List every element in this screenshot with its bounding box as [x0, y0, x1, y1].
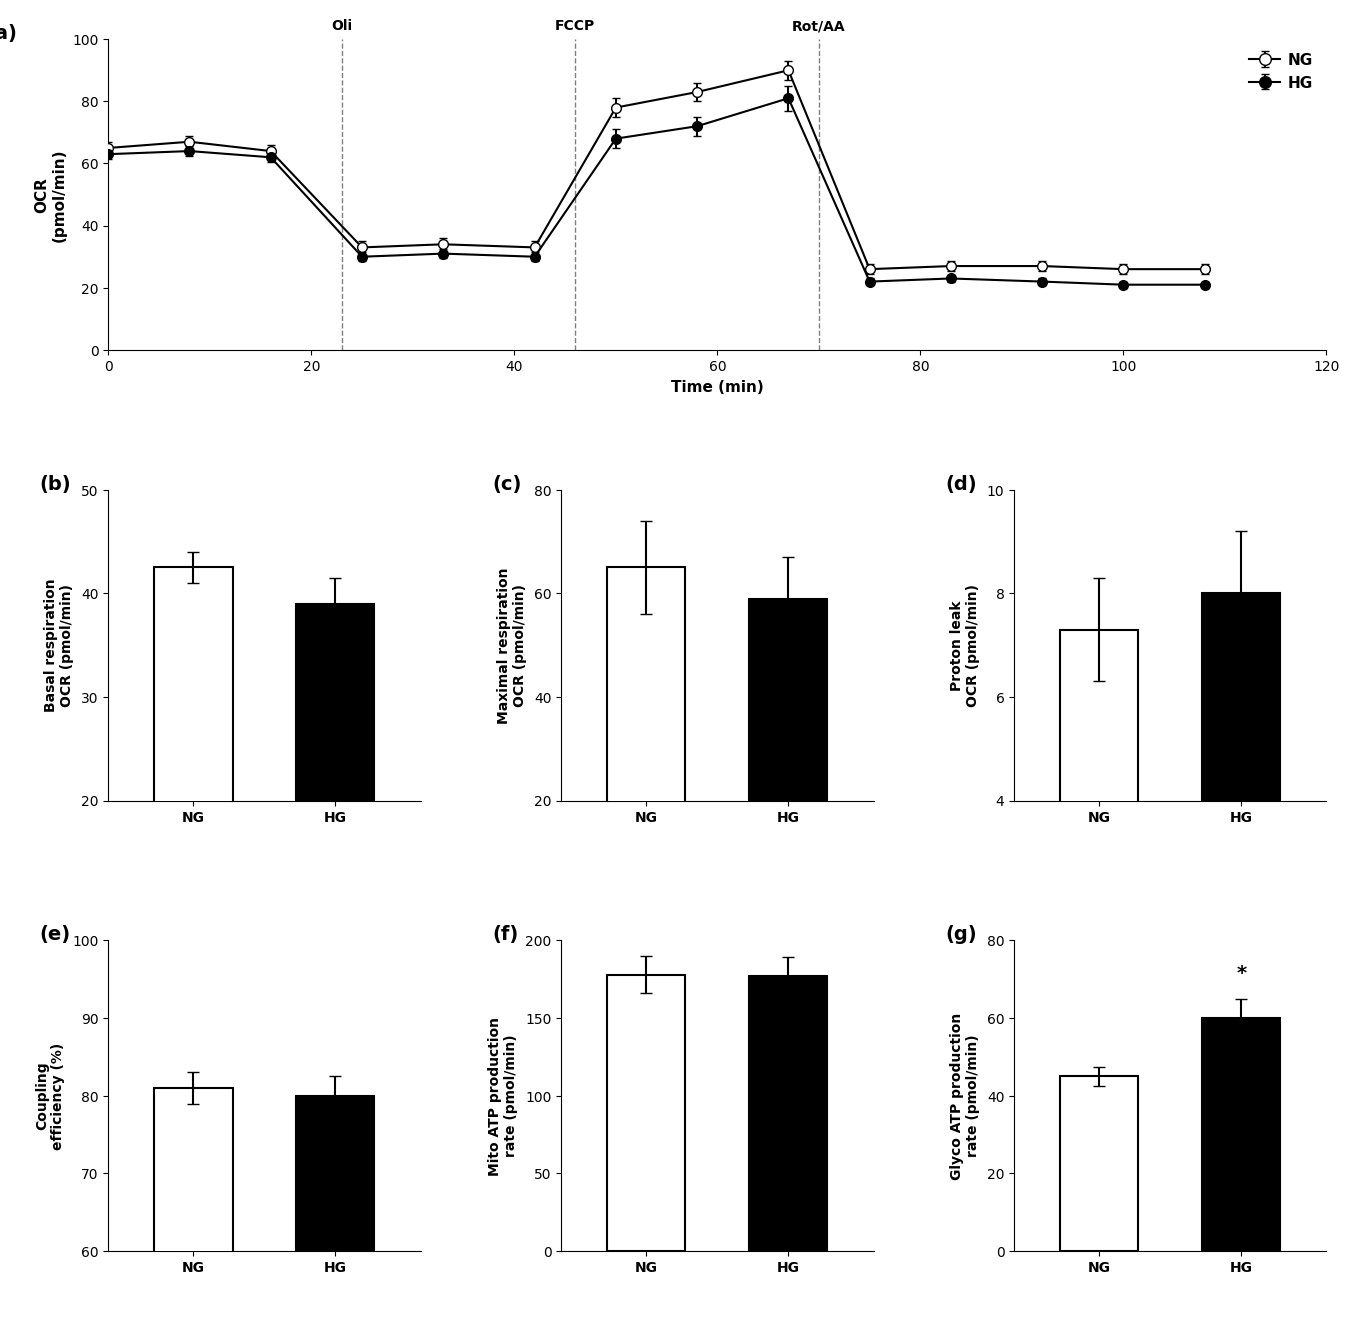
Text: (g): (g) — [944, 925, 977, 944]
Bar — [154, 568, 233, 1008]
Y-axis label: Basal respiration
OCR (pmol/min): Basal respiration OCR (pmol/min) — [43, 578, 74, 712]
Text: (b): (b) — [39, 474, 72, 494]
Bar — [1059, 1076, 1138, 1251]
Y-axis label: Maximal respiration
OCR (pmol/min): Maximal respiration OCR (pmol/min) — [497, 568, 526, 723]
Text: FCCP: FCCP — [555, 20, 595, 33]
Y-axis label: OCR
(pmol/min): OCR (pmol/min) — [34, 148, 66, 241]
Text: (d): (d) — [944, 474, 977, 494]
Text: (a): (a) — [0, 24, 18, 43]
Text: *: * — [1235, 964, 1246, 984]
Y-axis label: Mito ATP production
rate (pmol/min): Mito ATP production rate (pmol/min) — [488, 1017, 518, 1175]
Text: Oli: Oli — [331, 20, 352, 33]
Bar — [607, 975, 685, 1251]
Y-axis label: Coupling
efficiency (%): Coupling efficiency (%) — [35, 1042, 65, 1150]
Y-axis label: Proton leak
OCR (pmol/min): Proton leak OCR (pmol/min) — [950, 583, 980, 707]
Bar — [1201, 594, 1280, 1008]
Bar — [750, 976, 827, 1251]
Y-axis label: Glyco ATP production
rate (pmol/min): Glyco ATP production rate (pmol/min) — [950, 1013, 980, 1180]
Bar — [296, 605, 375, 1008]
Legend: NG, HG: NG, HG — [1242, 47, 1318, 97]
Bar — [607, 568, 685, 905]
X-axis label: Time (min): Time (min) — [671, 379, 763, 395]
Text: (c): (c) — [492, 474, 522, 494]
Bar — [1201, 1018, 1280, 1251]
Bar — [296, 1096, 375, 1317]
Bar — [154, 1088, 233, 1317]
Text: (f): (f) — [492, 925, 518, 944]
Text: Rot/AA: Rot/AA — [792, 20, 846, 33]
Bar — [750, 599, 827, 905]
Bar — [1059, 630, 1138, 1008]
Text: (e): (e) — [39, 925, 70, 944]
